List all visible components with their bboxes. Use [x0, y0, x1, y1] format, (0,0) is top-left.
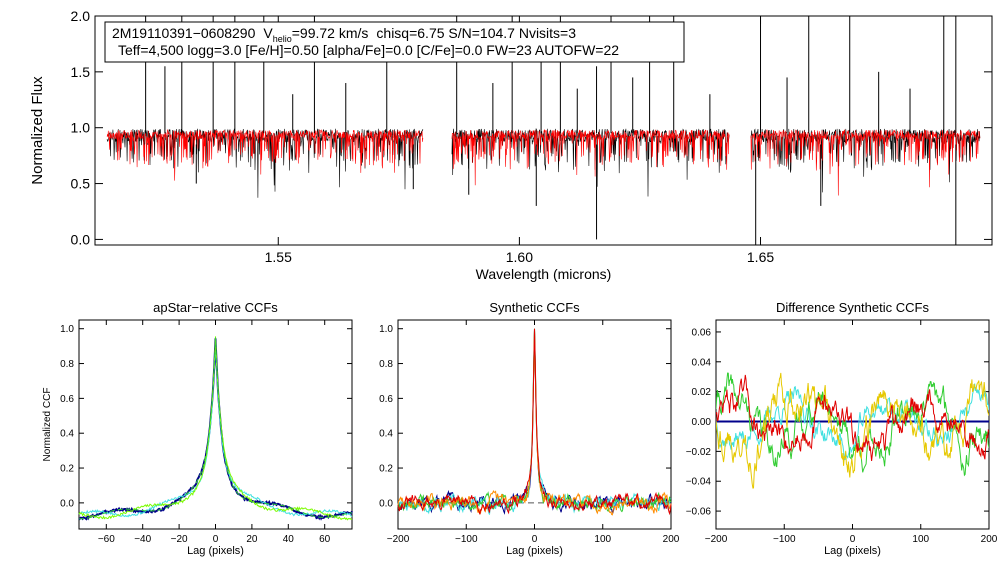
apstar-ccf-xlabel: Lag (pixels) — [187, 545, 244, 557]
spectrum-ytick-label: 0.5 — [71, 175, 91, 191]
difference-ccf-ytick-label: 0.06 — [692, 327, 712, 338]
difference-ccf-visit-4-line — [716, 372, 989, 489]
star-id: 2M19110391−0608290 — [112, 25, 256, 41]
spectrum-xtick-label: 1.60 — [506, 249, 533, 265]
difference-ccf-xlabel: Lag (pixels) — [824, 545, 881, 557]
apstar-ccf-visit-1-line — [78, 338, 353, 521]
synthetic-ccf-ytick-label: 0.6 — [379, 394, 393, 405]
apstar-ccf-combined-line — [79, 337, 353, 520]
apstar-ccf-xtick-label: 40 — [283, 534, 295, 545]
synthetic-ccf-xtick-label: 100 — [594, 534, 611, 545]
difference-plot — [716, 372, 989, 489]
synthetic-ccf-title: Synthetic CCFs — [489, 300, 580, 315]
synthetic-ccf-visit-5-line — [397, 328, 672, 516]
difference-ccf-ytick-label: 0.04 — [692, 357, 712, 368]
synthetic-ccf-xtick-label: 200 — [663, 534, 680, 545]
difference-ccf-ytick-label: −0.04 — [686, 477, 712, 488]
spectrum-panel: 1.55 1.60 1.65 0.0 0.5 1.0 1.5 2.0 Wavelength (m… — [29, 8, 993, 282]
apstar-ccf-xtick-label: −20 — [171, 534, 188, 545]
vhelio-symbol: V — [263, 25, 273, 41]
difference-ccf-ytick-label: 0.00 — [692, 417, 712, 428]
header-frame — [104, 21, 685, 63]
spectrum-xtick-label: 1.55 — [265, 249, 292, 265]
synthetic-ccf-ytick-label: 0.8 — [379, 359, 393, 370]
vhelio-subscript: helio — [273, 34, 292, 44]
spectrum-xtick-label: 1.65 — [747, 249, 774, 265]
apstar-ccf-xtick-label: −60 — [98, 534, 115, 545]
synthetic-ccf-xtick-label: −200 — [387, 534, 410, 545]
apstar-ccf-ytick-label: 0.2 — [60, 464, 74, 475]
difference-ccf-xtick-label: −200 — [705, 534, 728, 545]
apstar-ccf-ytick-label: 0.0 — [60, 498, 74, 509]
difference-ccf-xtick-label: −100 — [773, 534, 796, 545]
apstar-ccf-panel: −60 −40 −20 0 20 40 60 0.0 0.2 0.4 0.6 0.8 1.0 apStar… — [42, 300, 353, 557]
difference-ccf-visit-3-line — [716, 372, 989, 477]
spectrum-ytick-label: 1.5 — [71, 64, 91, 80]
spectrum-frame — [94, 15, 993, 246]
synthetic-ccf-xtick-label: −100 — [455, 534, 478, 545]
apstar-ccf-xtick-label: 60 — [319, 534, 331, 545]
spectrum-xlabel: Wavelength (microns) — [476, 266, 612, 282]
apstar-ccf-ytick-label: 1.0 — [60, 324, 74, 335]
difference-ccf-xtick-label: 100 — [912, 534, 929, 545]
apstar-ccf-visit-2-line — [78, 343, 353, 518]
apstar-ccf-xtick-label: −40 — [134, 534, 151, 545]
synthetic-ccf-ytick-label: 1.0 — [379, 324, 393, 335]
header-line1: 2M19110391−0608290 Vhelio=99.72 km/s chisq… — [112, 25, 576, 44]
spectrum-ytick-label: 1.0 — [71, 120, 91, 136]
difference-ccf-title: Difference Synthetic CCFs — [776, 300, 929, 315]
synthetic-ccf-xlabel: Lag (pixels) — [506, 545, 563, 557]
synthetic-ccf-visit-4-line — [397, 328, 672, 516]
synthetic-ccf-xtick-label: 0 — [532, 534, 538, 545]
difference-ccf-ytick-label: −0.06 — [686, 507, 712, 518]
synthetic-ccf-ytick-label: 0.2 — [379, 464, 393, 475]
difference-ccf-panel: −200 −100 0 100 200 −0.06 −0.04 −0.02 0.00 0.02 0.… — [686, 300, 998, 557]
synthetic-ccf-panel: −200 −100 0 100 200 0.0 0.2 0.4 0.6 0.8 1.0 Synthet… — [379, 300, 680, 557]
apstar-ccf-visit-3-line — [78, 336, 353, 521]
difference-ccf-xtick-label: 0 — [850, 534, 856, 545]
synthetic-ccf-ytick-label: 0.4 — [379, 429, 393, 440]
apstar-ccf-ylabel: Normalized CCF — [42, 388, 53, 462]
apstar-ccf-ytick-label: 0.6 — [60, 394, 74, 405]
spectrum-ytick-label: 2.0 — [71, 8, 91, 24]
spectrum-model-line — [106, 128, 981, 196]
apstar-ccf-ytick-label: 0.8 — [60, 359, 74, 370]
spectrum-ylabel: Normalized Flux — [29, 76, 46, 185]
vhelio-value: =99.72 km/s — [292, 25, 369, 41]
spectrum-ytick-label: 0.0 — [71, 231, 91, 247]
apstar-ccf-xtick-label: 0 — [213, 534, 219, 545]
header-stats: chisq=6.75 S/N=104.7 Nvisits=3 — [376, 25, 576, 41]
header-line2: Teff=4,500 logg=3.0 [Fe/H]=0.50 [alpha/F… — [118, 42, 619, 58]
apstar-ccf-title: apStar−relative CCFs — [153, 300, 278, 315]
header-box: 2M19110391−0608290 Vhelio=99.72 km/s chisq… — [104, 21, 685, 63]
apstar-ccf-xtick-label: 20 — [246, 534, 258, 545]
difference-ccf-visit-5-line — [716, 374, 989, 461]
synthetic-ccf-ytick-label: 0.0 — [379, 498, 393, 509]
difference-ccf-ytick-label: −0.02 — [686, 447, 712, 458]
difference-ccf-ytick-label: 0.02 — [692, 387, 712, 398]
difference-ccf-xtick-label: 200 — [981, 534, 998, 545]
apstar-ccf-ytick-label: 0.4 — [60, 429, 74, 440]
